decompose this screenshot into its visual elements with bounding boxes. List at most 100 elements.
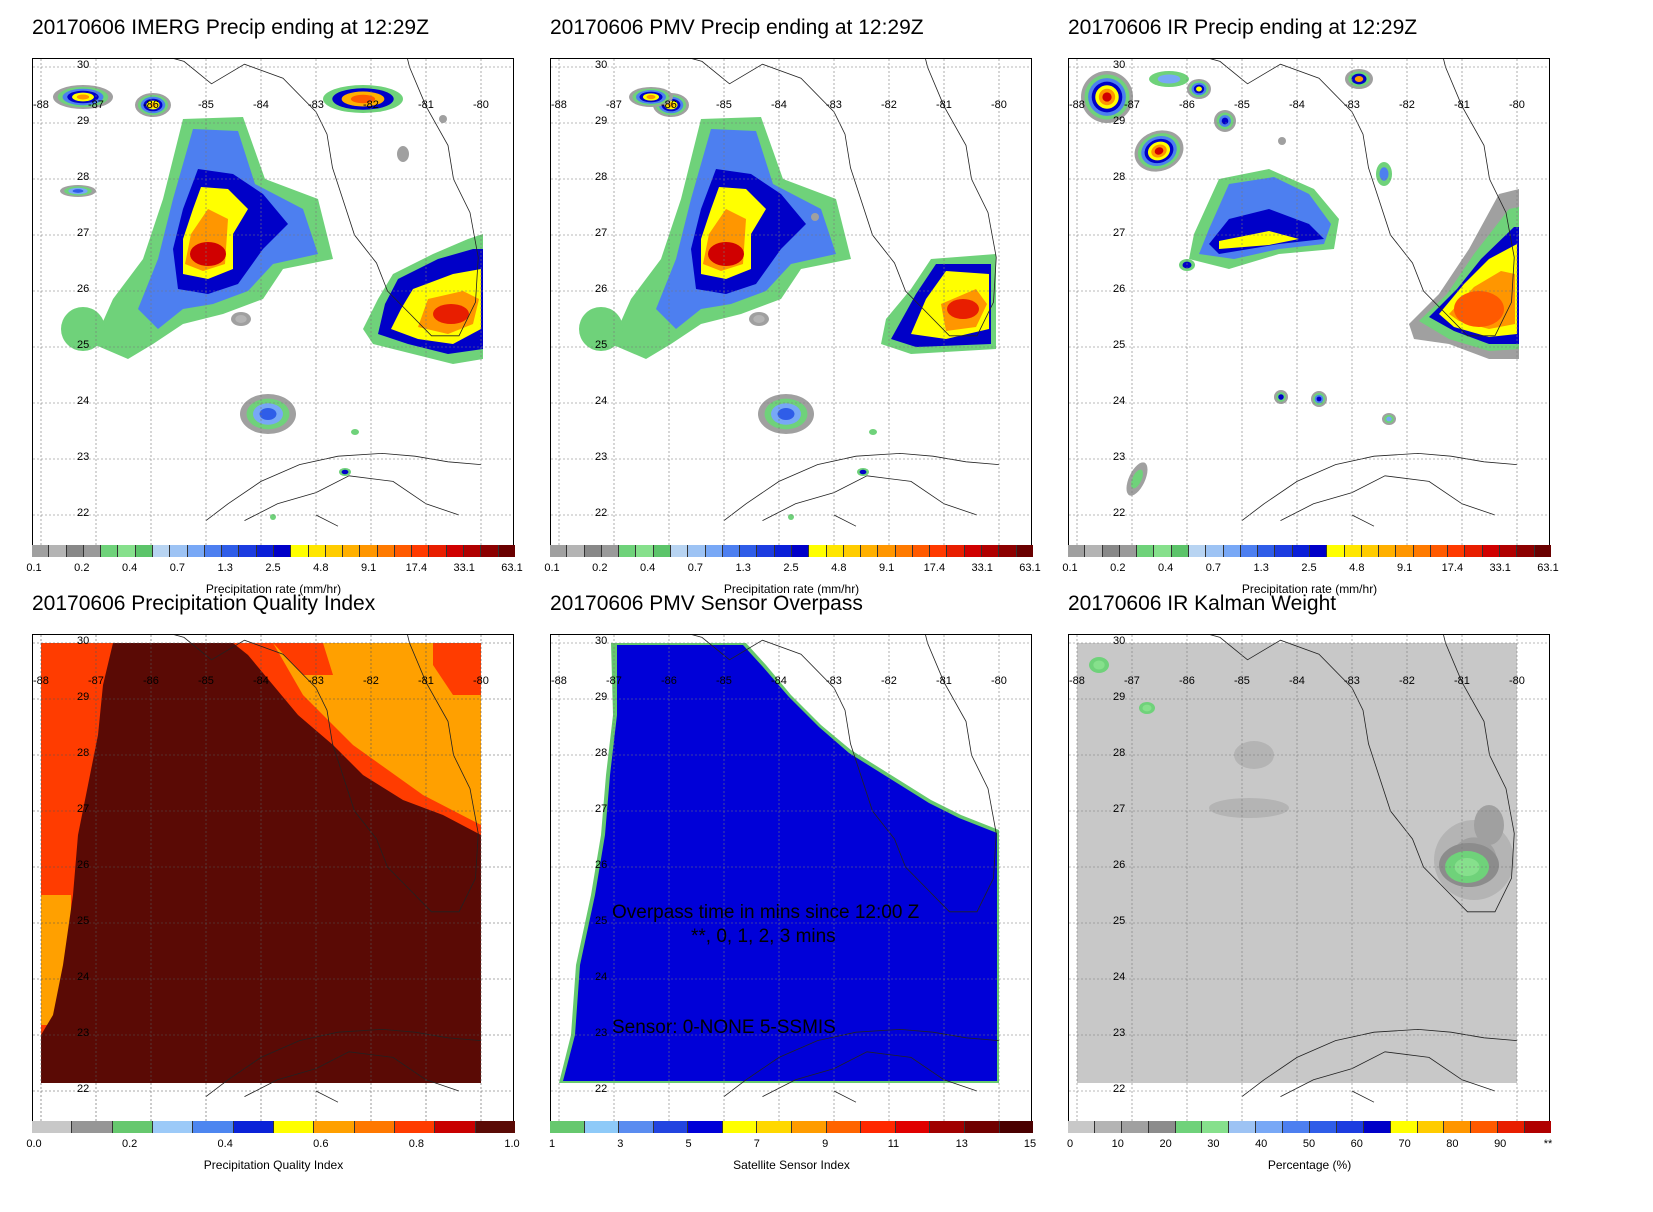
lat-label: 23 bbox=[77, 451, 90, 463]
colorbar-swatch bbox=[192, 1121, 233, 1133]
colorbar-label: Satellite Sensor Index bbox=[733, 1158, 850, 1172]
colorbar-swatch bbox=[894, 1121, 930, 1133]
colorbar-tick-label: 13 bbox=[955, 1138, 968, 1150]
lat-label: 26 bbox=[595, 283, 608, 295]
panel-title: 20170606 IMERG Precip ending at 12:29Z bbox=[32, 16, 429, 39]
lon-label: -84 bbox=[771, 675, 787, 687]
colorbar-swatch bbox=[1170, 545, 1188, 557]
colorbar-swatch bbox=[255, 545, 273, 557]
panel-title: 20170606 PMV Sensor Overpass bbox=[550, 592, 863, 615]
colorbar-swatch bbox=[669, 545, 688, 557]
colorbar-swatch bbox=[1443, 1121, 1471, 1133]
colorbar-swatch bbox=[618, 545, 636, 557]
colorbar-swatch bbox=[618, 1121, 653, 1133]
colorbar-tick-label: 0.2 bbox=[592, 562, 608, 574]
colorbar-swatch bbox=[550, 1121, 584, 1133]
colorbar-tick-label: 0.4 bbox=[639, 562, 656, 574]
lat-label: 25 bbox=[1113, 339, 1126, 351]
colorbar-tick-label: 0.6 bbox=[313, 1138, 329, 1150]
lat-label: 22 bbox=[595, 1083, 608, 1095]
colorbar-swatch bbox=[652, 1121, 688, 1133]
lon-label: -88 bbox=[33, 99, 49, 111]
map-svg bbox=[551, 59, 1031, 545]
colorbar-tick-label: 0.1 bbox=[1062, 562, 1078, 574]
colorbar-swatch bbox=[393, 545, 412, 557]
colorbar-swatch bbox=[929, 545, 947, 557]
graticule bbox=[551, 59, 1031, 545]
lat-label: 25 bbox=[595, 339, 608, 351]
colorbar-swatch bbox=[428, 545, 446, 557]
colorbar-swatch bbox=[825, 545, 843, 557]
colorbar-swatch bbox=[652, 545, 670, 557]
lat-label: 23 bbox=[77, 1027, 90, 1039]
lat-label: 23 bbox=[1113, 451, 1126, 463]
lat-label: 27 bbox=[1113, 227, 1126, 239]
colorbar-swatch bbox=[1389, 1121, 1417, 1133]
lat-label: 24 bbox=[77, 395, 90, 407]
lon-label: -83 bbox=[826, 99, 842, 111]
lon-label: -84 bbox=[253, 99, 269, 111]
colorbar-tick-label: 33.1 bbox=[453, 562, 475, 574]
lat-label: 25 bbox=[77, 339, 90, 351]
lat-label: 22 bbox=[595, 507, 608, 519]
lat-label: 27 bbox=[595, 227, 608, 239]
colorbar-swatch bbox=[1239, 545, 1258, 557]
colorbar bbox=[550, 1121, 1034, 1133]
colorbar-swatch bbox=[860, 545, 878, 557]
colorbar-swatch bbox=[773, 545, 791, 557]
lon-label: -80 bbox=[1509, 675, 1525, 687]
lat-label: 24 bbox=[595, 971, 608, 983]
colorbar-tick-label: 90 bbox=[1494, 1138, 1507, 1150]
lon-label: -81 bbox=[1454, 99, 1470, 111]
lon-label: -87 bbox=[606, 675, 622, 687]
lon-label: -80 bbox=[991, 99, 1007, 111]
lat-label: 26 bbox=[77, 283, 90, 295]
lon-label: -82 bbox=[1399, 675, 1415, 687]
colorbar-label: Precipitation rate (mm/hr) bbox=[723, 582, 860, 596]
panel-pmv: 20170606 PMV Precip ending at 12:29Z 30 2… bbox=[544, 16, 1070, 606]
lat-label: 26 bbox=[1113, 283, 1126, 295]
colorbar-tick-label: 0.8 bbox=[408, 1138, 425, 1150]
colorbar-swatch bbox=[1093, 1121, 1121, 1133]
lon-label: -88 bbox=[33, 675, 49, 687]
colorbar-swatch bbox=[929, 1121, 964, 1133]
colorbar-tick-label: 0.2 bbox=[121, 1138, 138, 1150]
colorbar-tick-label: ** bbox=[1543, 1138, 1553, 1150]
colorbar-tick-label: 1.3 bbox=[735, 562, 751, 574]
colorbar-swatch bbox=[411, 545, 429, 557]
colorbar-tick-label: 0.1 bbox=[26, 562, 42, 574]
lat-label: 24 bbox=[1113, 395, 1126, 407]
colorbar-tick-label: 30 bbox=[1207, 1138, 1220, 1150]
colorbar-swatch bbox=[1309, 1121, 1336, 1133]
colorbar-tick-label: 63.1 bbox=[1019, 562, 1041, 574]
colorbar-swatch bbox=[1516, 545, 1534, 557]
colorbar-swatch bbox=[756, 1121, 792, 1133]
colorbar-tick-label: 9.1 bbox=[878, 562, 895, 574]
colorbar-swatch bbox=[1335, 1121, 1363, 1133]
colorbar-swatch bbox=[1120, 1121, 1148, 1133]
colorbar-swatch bbox=[48, 545, 66, 557]
lon-label: -86 bbox=[143, 99, 159, 111]
colorbar-swatch bbox=[313, 1121, 354, 1133]
map-area: 30 29 28 27 26 25 24 23 22 -88 -87 -86 -85 -84 -83 -82 -… bbox=[1068, 634, 1550, 1122]
lon-label: -84 bbox=[1289, 99, 1305, 111]
lat-label: 27 bbox=[77, 227, 90, 239]
colorbar-swatch bbox=[71, 1121, 112, 1133]
lon-label: -81 bbox=[936, 99, 952, 111]
colorbar-swatch bbox=[1068, 1121, 1094, 1133]
colorbar-swatch bbox=[1499, 545, 1517, 557]
overpass-annotation-line3: Sensor: 0-NONE 5-SSMIS bbox=[612, 1017, 836, 1038]
colorbar-swatch bbox=[117, 545, 135, 557]
lon-label: -86 bbox=[661, 99, 677, 111]
lon-label: -87 bbox=[1124, 675, 1140, 687]
colorbar-swatch bbox=[1360, 545, 1379, 557]
colorbar-swatch bbox=[911, 545, 930, 557]
colorbar-tick-label: 2.5 bbox=[1301, 562, 1317, 574]
colorbar-swatch bbox=[1429, 545, 1448, 557]
colorbar-swatch bbox=[32, 545, 49, 557]
colorbar-tick-label: 17.4 bbox=[923, 562, 946, 574]
colorbar-tick-label: 20 bbox=[1159, 1138, 1172, 1150]
colorbar-swatch bbox=[583, 545, 601, 557]
colorbar-swatch bbox=[474, 1121, 515, 1133]
lat-label: 22 bbox=[77, 507, 90, 519]
